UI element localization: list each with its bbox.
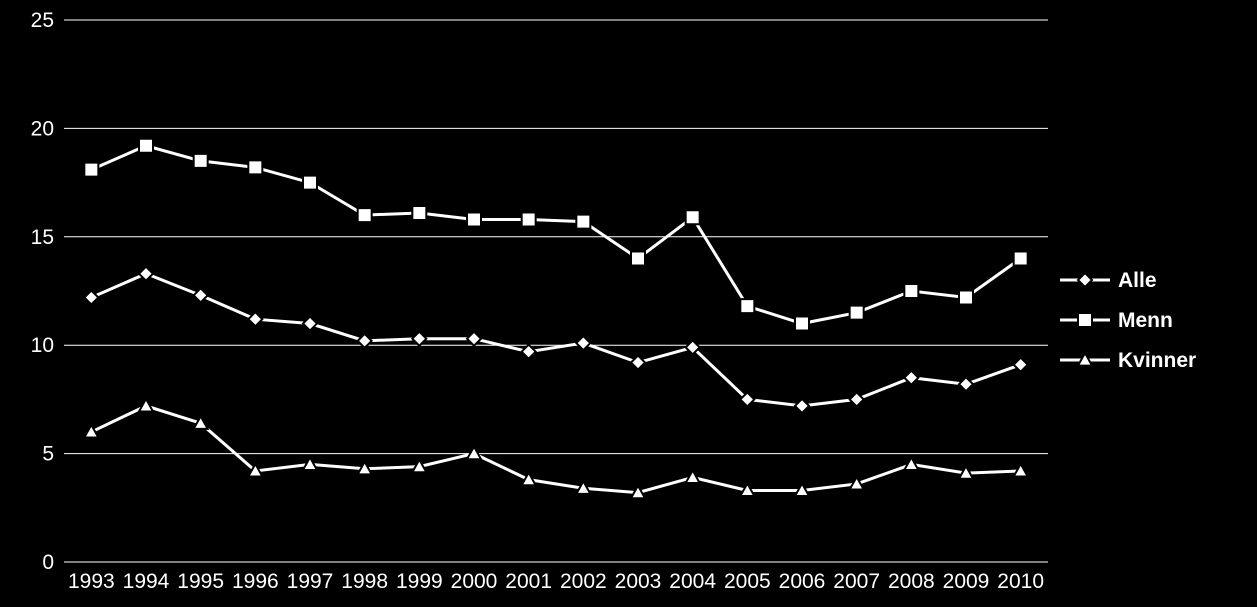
- marker-alle: [358, 334, 372, 348]
- y-tick-label: 25: [31, 9, 54, 32]
- x-tick-label: 1995: [177, 570, 224, 593]
- marker-alle: [850, 392, 864, 406]
- marker-menn: [248, 160, 262, 174]
- y-tick-label: 5: [42, 443, 54, 466]
- x-tick-label: 1994: [123, 570, 170, 593]
- marker-menn: [686, 210, 700, 224]
- marker-alle: [248, 312, 262, 326]
- x-tick-label: 2006: [779, 570, 826, 593]
- marker-alle: [522, 345, 536, 359]
- marker-menn: [467, 212, 481, 226]
- marker-alle: [194, 288, 208, 302]
- x-tick-label: 2000: [451, 570, 498, 593]
- marker-kvinner: [686, 470, 700, 483]
- marker-alle: [904, 371, 918, 385]
- x-tick-label: 1993: [68, 570, 115, 593]
- chart-container: 0 5 10 15 20 25 1993 1994 1995 1996 1997 1998 1999 20…: [0, 0, 1257, 607]
- x-tick-label: 1996: [232, 570, 279, 593]
- marker-alle: [467, 332, 481, 346]
- y-tick-label: 20: [31, 117, 54, 140]
- marker-menn: [194, 154, 208, 168]
- x-tick-label: 2001: [505, 570, 552, 593]
- marker-menn: [850, 306, 864, 320]
- y-tick-label: 0: [42, 551, 54, 574]
- marker-menn: [904, 284, 918, 298]
- marker-menn: [412, 206, 426, 220]
- series-line-kvinner: [91, 406, 1020, 493]
- legend-label-alle: Alle: [1118, 269, 1157, 292]
- x-tick-label: 2003: [615, 570, 662, 593]
- legend-marker-menn: [1078, 313, 1092, 327]
- x-tick-label: 1997: [287, 570, 334, 593]
- series-line-alle: [91, 274, 1020, 406]
- x-tick-label: 2009: [943, 570, 990, 593]
- marker-menn: [959, 291, 973, 305]
- y-tick-label: 15: [31, 226, 54, 249]
- marker-menn: [740, 299, 754, 313]
- marker-alle: [576, 336, 590, 350]
- marker-alle: [303, 317, 317, 331]
- marker-alle: [795, 399, 809, 413]
- y-tick-label: 10: [31, 334, 54, 357]
- marker-menn: [139, 139, 153, 153]
- legend-marker-alle: [1078, 273, 1092, 287]
- marker-menn: [1014, 251, 1028, 265]
- x-tick-label: 2005: [724, 570, 771, 593]
- marker-menn: [795, 317, 809, 331]
- x-tick-label: 1999: [396, 570, 443, 593]
- x-tick-label: 2007: [833, 570, 880, 593]
- legend-label-kvinner: Kvinner: [1118, 349, 1196, 372]
- series-line-menn: [91, 146, 1020, 324]
- marker-kvinner: [467, 447, 481, 460]
- line-chart: 0 5 10 15 20 25 1993 1994 1995 1996 1997 1998 1999 20…: [0, 0, 1257, 607]
- marker-kvinner: [139, 399, 153, 412]
- x-tick-label: 2008: [888, 570, 935, 593]
- marker-menn: [522, 212, 536, 226]
- marker-menn: [303, 176, 317, 190]
- legend-label-menn: Menn: [1118, 309, 1173, 332]
- marker-alle: [959, 377, 973, 391]
- marker-alle: [412, 332, 426, 346]
- marker-menn: [631, 251, 645, 265]
- marker-alle: [1014, 358, 1028, 372]
- x-tick-label: 2002: [560, 570, 607, 593]
- marker-menn: [84, 163, 98, 177]
- marker-alle: [631, 356, 645, 370]
- marker-alle: [84, 291, 98, 305]
- x-tick-label: 1998: [341, 570, 388, 593]
- marker-menn: [358, 208, 372, 222]
- marker-menn: [576, 215, 590, 229]
- x-tick-label: 2010: [997, 570, 1044, 593]
- marker-alle: [139, 267, 153, 281]
- x-tick-label: 2004: [669, 570, 716, 593]
